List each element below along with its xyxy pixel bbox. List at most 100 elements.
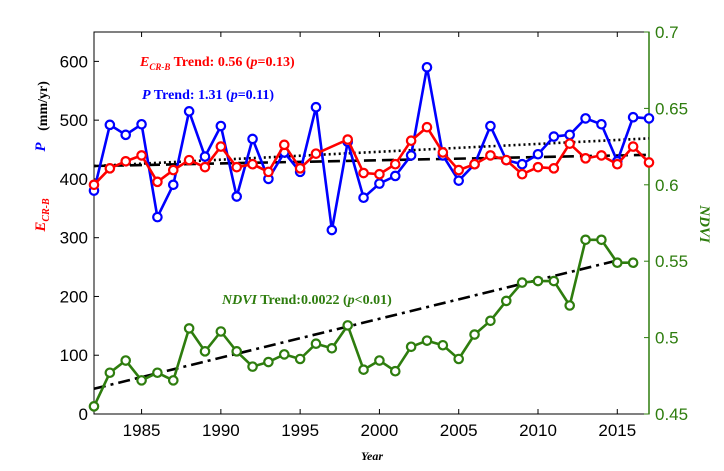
data-point-ndvi — [453, 353, 465, 365]
data-point-ndvi — [104, 367, 116, 379]
data-point-p — [453, 175, 465, 186]
p-trend-rest: =0.11) — [238, 88, 275, 103]
e-trend-symbol: E — [139, 55, 149, 70]
data-point-e-cr-b — [516, 168, 528, 180]
data-point-ndvi — [611, 257, 623, 269]
data-point-e-cr-b — [231, 161, 243, 173]
data-point-ndvi — [294, 353, 306, 365]
data-point-p — [643, 113, 655, 124]
right-tick-label: 0.55 — [655, 252, 688, 271]
data-point-e-cr-b — [183, 154, 195, 166]
data-point-ndvi — [358, 364, 369, 375]
data-point-p — [485, 120, 496, 132]
data-point-e-cr-b — [564, 138, 576, 149]
data-point-ndvi — [326, 342, 338, 354]
data-point-e-cr-b — [548, 163, 560, 174]
axes-ticks: 1985 1990 1995 2000 2005 2010 2015 0 100 200 300 40… — [60, 23, 688, 440]
data-point-e-cr-b — [485, 150, 496, 161]
ndvi-trend-text: Trend:0.0022 ( — [257, 293, 348, 308]
right-tick-label: 0.45 — [655, 405, 688, 424]
data-point-ndvi — [564, 300, 576, 311]
data-point-p — [389, 170, 401, 182]
data-point-p — [564, 129, 576, 141]
data-point-ndvi — [342, 320, 354, 331]
data-point-p — [516, 158, 528, 170]
x-tick-label: 2005 — [440, 421, 478, 440]
data-point-ndvi — [516, 277, 528, 288]
data-point-e-cr-b — [389, 158, 401, 170]
data-point-e-cr-b — [342, 134, 354, 145]
ndvi-trend-p: p — [347, 293, 355, 308]
data-point-ndvi — [421, 335, 433, 346]
plot-area — [93, 31, 650, 415]
left-axis-e-subscript: CR-B — [41, 198, 52, 222]
trend-line-dashdot — [93, 259, 618, 391]
data-point-p — [310, 101, 322, 113]
data-point-e-cr-b — [580, 153, 591, 164]
left-tick-label: 500 — [60, 111, 88, 130]
data-point-ndvi — [469, 329, 480, 340]
right-tick-label: 0.65 — [655, 99, 688, 118]
e-trend-text: Trend: 0.56 ( — [170, 55, 250, 70]
data-point-e-cr-b — [294, 163, 306, 174]
e-trend-annotation: ECR-B Trend: 0.56 (p=0.13) — [139, 55, 295, 72]
e-trend-p: p — [249, 55, 257, 70]
data-point-e-cr-b — [469, 158, 480, 170]
x-tick-label: 2000 — [361, 421, 399, 440]
data-point-e-cr-b — [374, 168, 385, 180]
data-point-ndvi — [278, 349, 290, 360]
data-point-p — [358, 192, 369, 204]
e-trend-subscript: CR-B — [149, 62, 170, 72]
p-trend-symbol: P — [142, 88, 151, 103]
data-point-p — [580, 113, 591, 124]
data-point-p — [104, 119, 116, 131]
left-tick-label: 600 — [60, 52, 88, 71]
x-axis-label: Year — [361, 449, 383, 463]
data-point-e-cr-b — [199, 161, 211, 173]
data-point-ndvi — [389, 365, 401, 377]
data-point-ndvi — [167, 375, 179, 386]
data-point-ndvi — [136, 375, 147, 386]
data-point-p — [247, 133, 258, 145]
left-tick-label: 400 — [60, 170, 88, 189]
data-point-e-cr-b — [88, 179, 100, 191]
data-point-ndvi — [231, 346, 243, 357]
data-point-p — [136, 118, 147, 130]
data-point-e-cr-b — [421, 121, 433, 133]
left-tick-label: 100 — [60, 346, 88, 365]
data-point-ndvi — [120, 355, 132, 366]
right-tick-label: 0.6 — [655, 176, 679, 195]
left-tick-label: 300 — [60, 229, 88, 248]
left-axis-unit: (mm/yr) — [36, 81, 51, 131]
ndvi-trend-rest: <0.01) — [355, 293, 392, 308]
data-point-ndvi — [532, 275, 544, 287]
data-point-e-cr-b — [500, 154, 512, 166]
data-point-e-cr-b — [167, 164, 179, 176]
data-point-p — [231, 191, 243, 202]
data-point-e-cr-b — [643, 157, 655, 168]
ndvi-trend-annotation: NDVI Trend:0.0022 (p<0.01) — [221, 293, 392, 308]
data-point-ndvi — [405, 341, 417, 353]
data-point-p — [152, 211, 163, 223]
data-point-ndvi — [247, 361, 258, 372]
data-point-ndvi — [88, 401, 100, 412]
data-point-ndvi — [596, 234, 607, 246]
data-point-e-cr-b — [358, 167, 369, 179]
data-point-p — [199, 151, 211, 162]
data-point-ndvi — [152, 367, 163, 379]
data-point-ndvi — [437, 339, 449, 351]
data-point-ndvi — [374, 355, 385, 366]
left-tick-label: 0 — [79, 405, 88, 424]
data-point-p — [627, 111, 639, 123]
left-axis-e-label: ECR-B — [33, 198, 52, 233]
right-tick-label: 0.5 — [655, 329, 679, 348]
data-point-p — [374, 178, 385, 189]
data-point-p — [120, 129, 132, 141]
data-point-ndvi — [215, 326, 227, 337]
data-point-e-cr-b — [310, 148, 322, 159]
data-point-ndvi — [548, 275, 560, 287]
x-tick-label: 2010 — [519, 421, 557, 440]
left-tick-label: 200 — [60, 287, 88, 306]
data-point-p — [421, 61, 433, 73]
data-point-p — [548, 131, 560, 142]
